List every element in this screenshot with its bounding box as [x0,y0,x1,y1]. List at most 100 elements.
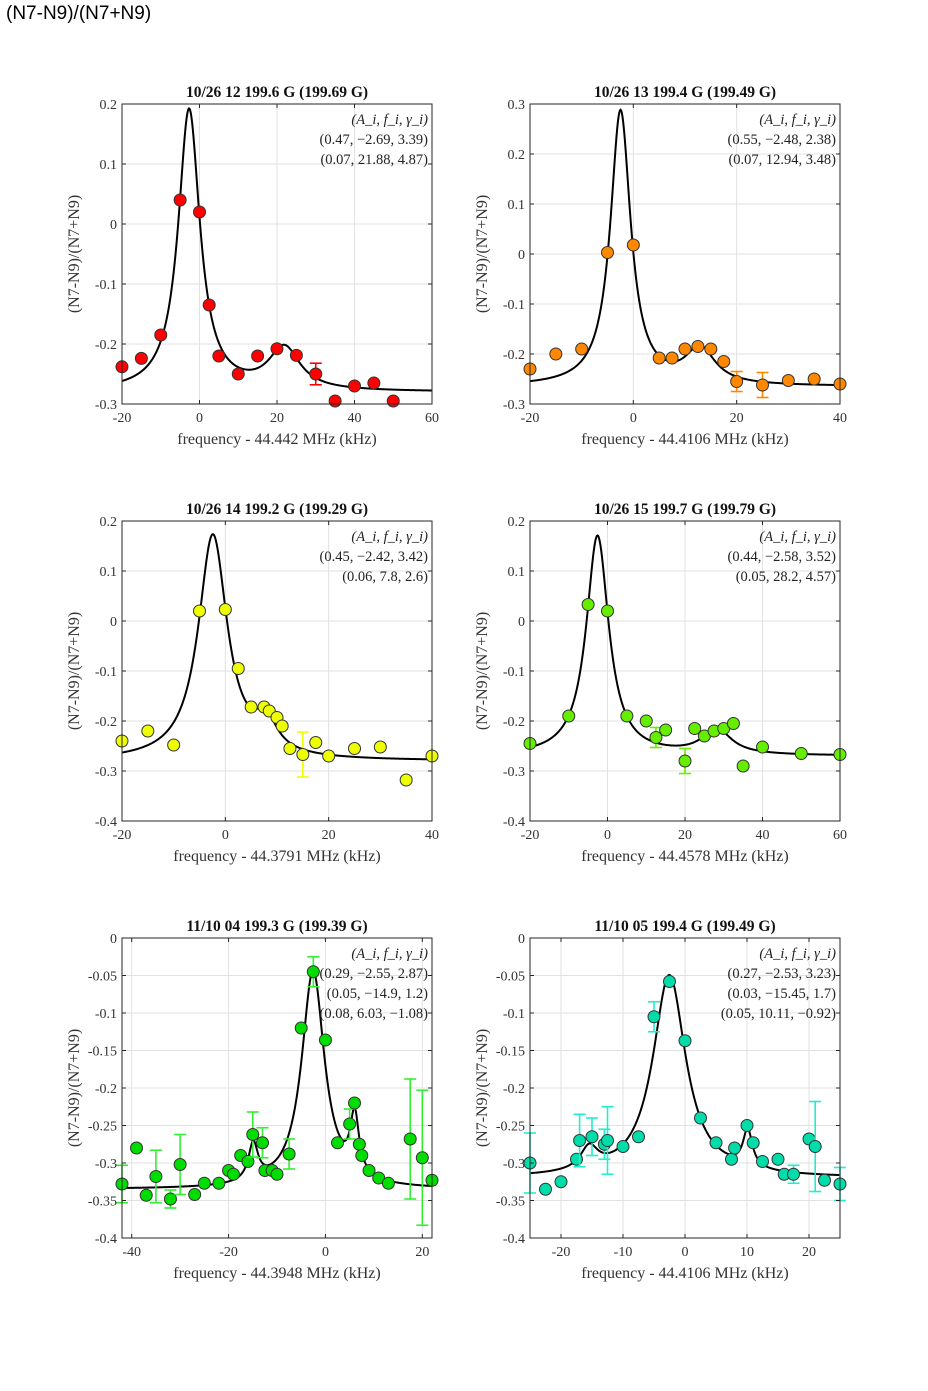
data-point-25 [808,1140,822,1153]
x-axis-label: frequency - 44.4106 MHz (kHz) [581,431,788,448]
x-tick-label: 60 [425,411,439,426]
data-point-10 [270,342,284,356]
data-point-11 [647,1010,661,1024]
data-point-4 [601,246,614,259]
data-point-6 [652,351,666,365]
data-point-6 [639,714,653,728]
legend-fit-params: (0.05, 10.11, −0.92) [721,1006,836,1022]
data-point-14 [246,1128,260,1141]
legend-fit-params: (0.08, 6.03, −1.08) [320,1006,429,1022]
data-point-6 [585,1130,599,1144]
legend-fit-params: (0.27, −2.53, 3.23) [728,966,837,982]
data-point-21 [306,965,320,979]
x-axis-label: frequency - 44.4106 MHz (kHz) [581,1265,788,1282]
y-tick-label: -0.3 [95,1157,117,1172]
data-point-5 [193,205,206,219]
chart-panel-5: -40 -20 0 20 -0.4 -0.35 -0.3 -0.25 -0.2 -0.15 -0.1… [66,918,439,1282]
legend-header: (A_i, f_i, γ_i) [759,946,836,962]
data-point-9 [616,1140,630,1153]
legend-fit-params: (0.07, 21.88, 4.87) [320,152,428,168]
x-tick-label: -20 [521,411,540,426]
y-tick-label: -0.3 [503,1157,525,1172]
y-tick-label: -0.4 [503,1232,525,1247]
data-point-26 [352,1137,366,1151]
x-tick-label: 40 [833,411,847,426]
y-tick-label: 0 [518,615,525,630]
y-tick-label: -0.1 [503,665,525,680]
data-point-14 [781,374,795,387]
x-tick-label: 20 [322,828,336,843]
y-tick-label: -0.3 [95,765,117,780]
y-tick-label: -0.1 [95,665,117,680]
x-tick-label: 0 [630,411,637,426]
y-tick-label: 0 [518,248,525,263]
y-tick-label: -0.15 [496,1045,525,1060]
legend-fit-params: (0.07, 12.94, 3.48) [728,152,836,168]
data-point-20 [294,1021,308,1035]
legend-fit-params: (0.44, −2.58, 3.52) [728,549,837,565]
data-point-2 [130,1141,144,1155]
chart-panel-1: -20 0 20 40 60 -0.3 -0.2 -0.1 0 0.1 0.2 10/26 12 19… [66,84,439,448]
data-point-22 [318,1033,332,1047]
data-point-5 [163,1192,177,1206]
data-point-4 [193,604,206,618]
x-axis-label: frequency - 44.3948 MHz (kHz) [173,1265,380,1282]
data-point-10 [704,342,718,356]
x-tick-label: 20 [678,828,692,843]
data-point-7 [649,731,663,744]
data-point-6 [173,1158,187,1171]
x-tick-label: -20 [113,828,132,843]
x-tick-label: 20 [270,411,284,426]
data-point-23 [787,1167,800,1181]
chart-panel-4: -20 0 20 40 60 -0.4 -0.3 -0.2 -0.1 0 0.1 0.2 10/26 1… [474,501,847,865]
data-point-6 [202,298,216,312]
y-tick-label: -0.2 [95,1082,117,1097]
y-tick-label: -0.05 [88,970,117,985]
data-point-15 [255,1136,269,1150]
data-point-17 [794,747,808,760]
y-tick-label: 0 [518,932,525,947]
x-tick-label: -20 [552,1245,571,1260]
data-point-27 [355,1149,369,1162]
data-point-21 [771,1152,785,1166]
data-point-24 [343,1117,357,1131]
data-point-11 [226,1167,240,1181]
x-axis-label: frequency - 44.4578 MHz (kHz) [581,848,788,865]
data-point-9 [212,1176,226,1190]
y-tick-label: -0.35 [496,1195,525,1210]
data-point-11 [717,355,731,368]
data-point-17 [728,1141,742,1155]
y-tick-label: 0.1 [508,565,526,580]
data-point-9 [678,754,692,768]
x-tick-label: -20 [219,1245,238,1260]
x-tick-label: -10 [614,1245,633,1260]
data-point-3 [154,328,168,342]
data-point-15 [709,1136,723,1150]
x-tick-label: 0 [196,411,203,426]
data-point-26 [818,1173,831,1187]
data-point-12 [730,375,744,388]
x-tick-label: 20 [730,411,744,426]
legend-fit-params: (0.47, −2.69, 3.39) [320,132,429,148]
data-point-19 [282,1147,296,1161]
legend-header: (A_i, f_i, γ_i) [351,946,428,962]
data-point-19 [746,1136,760,1150]
data-point-15 [322,749,336,763]
y-axis-label: (N7-N9)/(N7+N9) [66,195,83,313]
data-point-28 [362,1164,376,1177]
y-tick-label: -0.25 [496,1120,525,1135]
legend-header: (A_i, f_i, γ_i) [759,529,836,545]
data-point-15 [367,376,381,390]
data-point-11 [289,348,303,362]
chart-title: 10/26 12 199.6 G (199.69 G) [186,84,368,101]
data-point-3 [139,1188,153,1202]
y-tick-label: -0.4 [95,815,117,830]
data-point-6 [231,662,245,675]
data-point-11 [275,719,289,733]
data-point-16 [386,394,400,408]
data-point-9 [251,349,265,363]
y-tick-label: -0.2 [503,715,525,730]
x-tick-label: 10 [740,1245,754,1260]
data-point-2 [562,709,576,723]
y-axis-label: (N7-N9)/(N7+N9) [474,1029,491,1147]
